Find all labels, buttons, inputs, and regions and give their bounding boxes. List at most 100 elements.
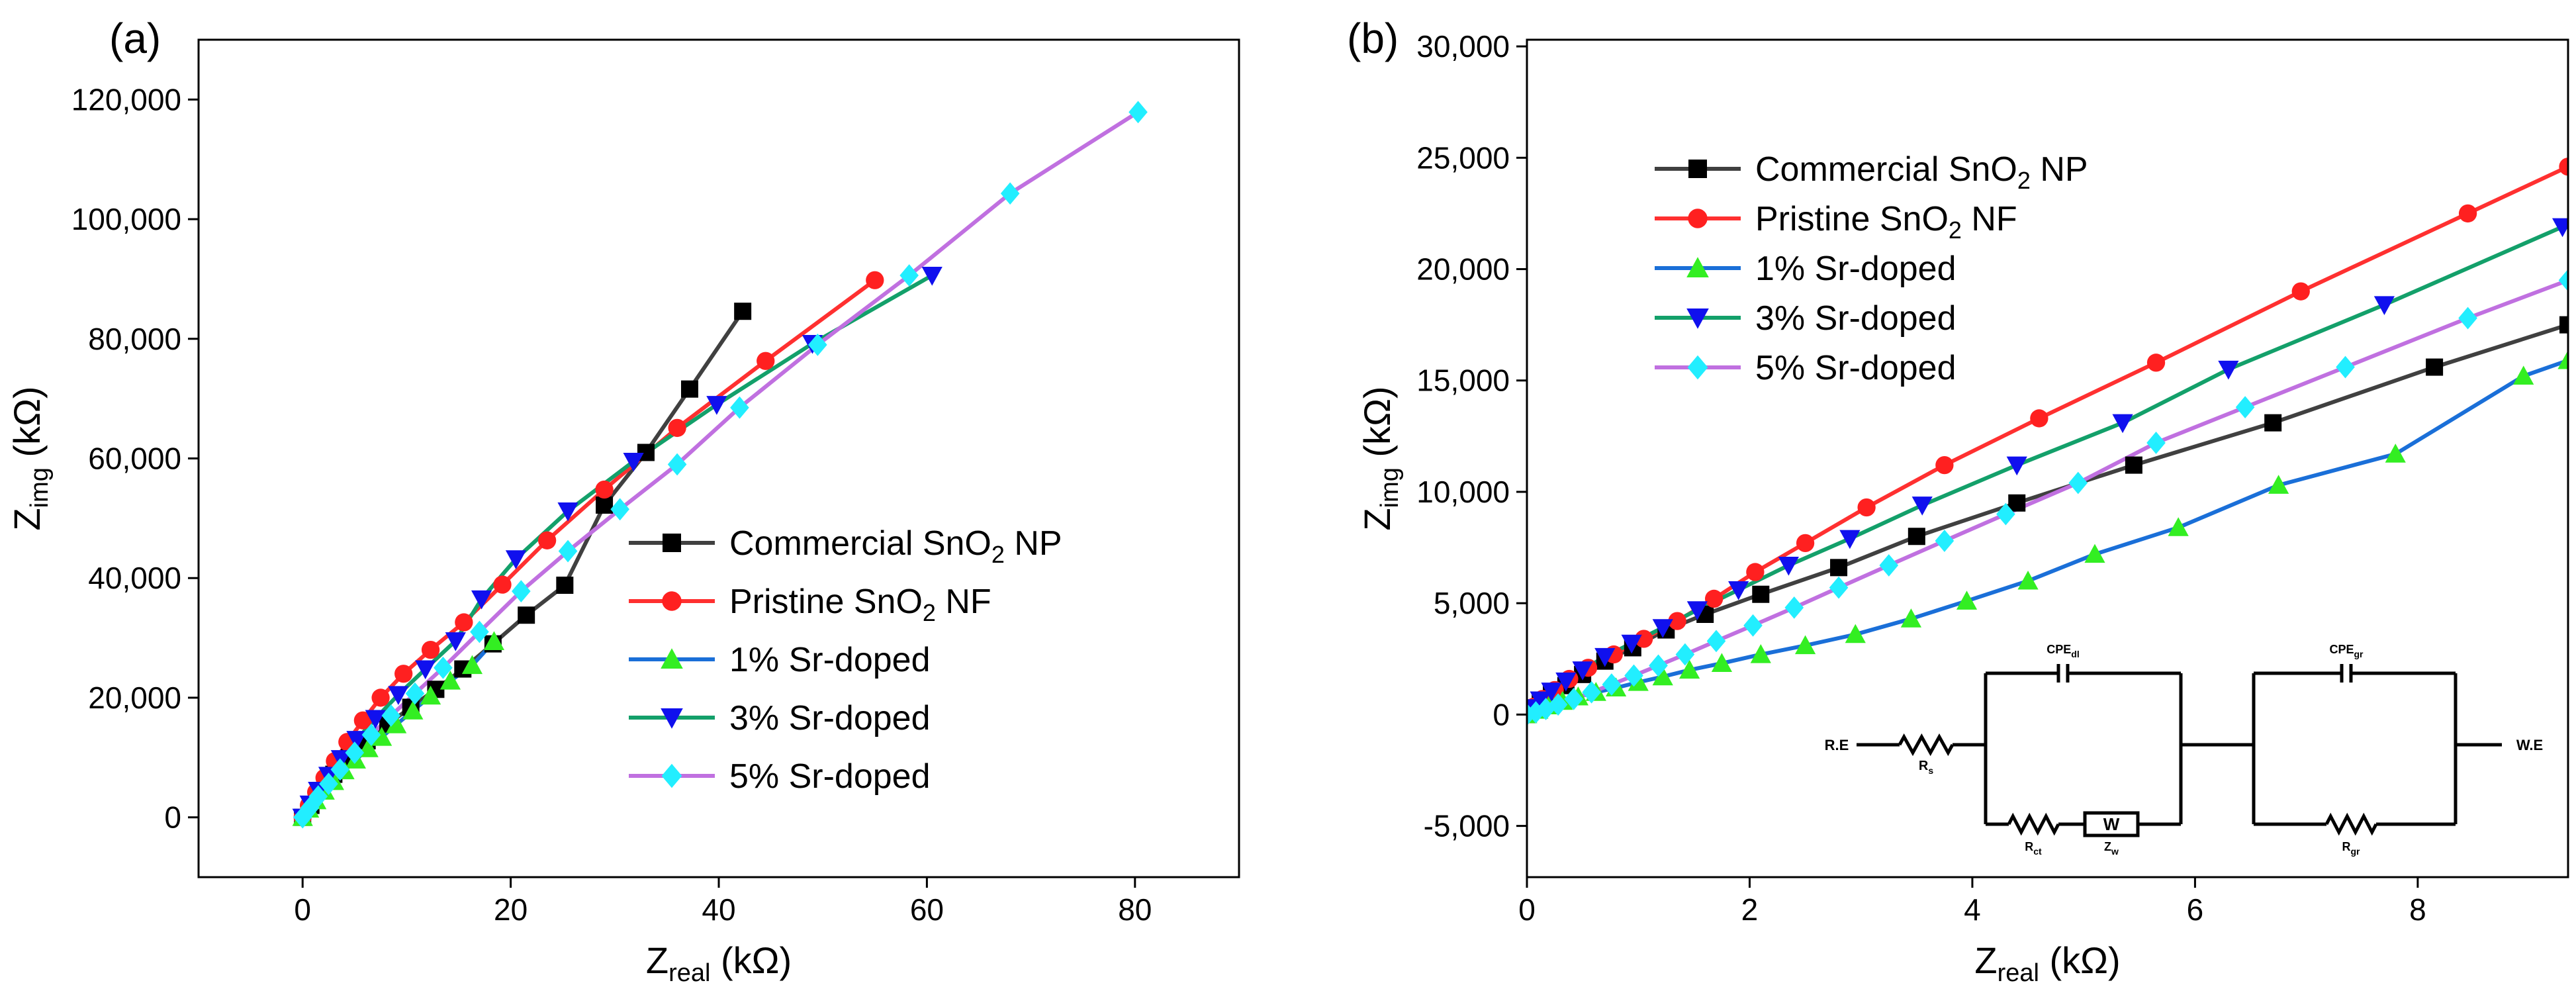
label-rgr-sub: gr <box>2351 846 2361 857</box>
data-point-4-4 <box>330 758 350 781</box>
legend-marker-4 <box>661 763 682 788</box>
data-point-4-7 <box>381 704 401 727</box>
circuit-terminal-we: W.E <box>2516 737 2543 753</box>
data-point-4-3 <box>319 773 338 795</box>
data-point-2-12 <box>1794 635 1816 655</box>
data-point-4-22 <box>2558 269 2568 292</box>
data-point-3-13 <box>1911 496 1933 516</box>
data-point-4-5 <box>345 741 365 764</box>
data-point-4-20 <box>2336 355 2355 379</box>
data-point-3-14 <box>2006 456 2027 476</box>
data-point-1-18 <box>2559 158 2568 176</box>
y-axis-label-unit: (kΩ) <box>1356 386 1398 467</box>
legend-marker-1 <box>662 591 682 611</box>
legend-label-main-0: Commercial SnO <box>729 524 991 563</box>
data-point-0-15 <box>680 380 698 398</box>
y-tick-label-0: -5,000 <box>1424 809 1510 843</box>
data-point-2-10 <box>402 700 424 720</box>
data-point-2-12 <box>439 671 461 690</box>
panel-label: (b) <box>1347 15 1399 62</box>
data-point-4-21 <box>2458 307 2477 330</box>
data-point-1-11 <box>1796 534 1815 552</box>
legend-marker-4 <box>1687 355 1708 380</box>
y-axis-label: Zimg (kΩ) <box>1356 386 1404 530</box>
data-point-4-14 <box>1879 554 1899 577</box>
data-point-2-8 <box>1652 666 1673 686</box>
data-point-2-10 <box>1711 653 1733 673</box>
data-point-0-16 <box>2426 358 2444 376</box>
data-point-1-10 <box>1746 563 1765 581</box>
legend-marker-0 <box>663 534 681 552</box>
x-tick-label-1: 20 <box>494 892 528 927</box>
x-axis-label-sub: real <box>668 959 710 987</box>
x-tick-label-4: 80 <box>1118 892 1152 927</box>
label-rct-sub: ct <box>2033 846 2042 857</box>
y-tick-label-2: 40,000 <box>88 561 181 595</box>
data-point-0-10 <box>1752 585 1770 603</box>
data-point-3-11 <box>505 550 527 569</box>
data-point-4-9 <box>434 656 453 679</box>
legend-label-main-2: 1% Sr-doped <box>729 641 931 679</box>
y-tick-label-1: 20,000 <box>88 681 181 715</box>
data-point-4-19 <box>1128 101 1148 124</box>
legend-marker-2 <box>661 648 683 669</box>
x-tick-label-0: 0 <box>1518 892 1536 927</box>
x-axis-label-unit: (kΩ) <box>710 939 792 981</box>
legend-label-tail-1: NF <box>1962 200 2017 238</box>
data-point-3-16 <box>921 267 943 286</box>
data-point-1-10 <box>455 613 473 632</box>
data-point-2-17 <box>2084 544 2105 563</box>
data-point-4-7 <box>1624 664 1643 687</box>
y-axis-label-sub: img <box>26 467 54 508</box>
data-point-4-12 <box>558 540 578 563</box>
panel-b: 0 2 4 6 8 -5,000 0 5,000 10,000 15,000 20,000 25,00… <box>1347 15 2569 987</box>
y-tick-label-4: 15,000 <box>1416 363 1510 398</box>
panel-label: (a) <box>109 15 161 62</box>
y-tick-label-3: 10,000 <box>1416 475 1510 509</box>
y-tick-label-7: 30,000 <box>1416 29 1510 64</box>
legend-marker-1 <box>1688 209 1708 228</box>
y-axis-label-main: Z <box>1356 508 1398 530</box>
warburg-symbol: W <box>2103 814 2120 834</box>
legend-label-1: Pristine SnO2 NF <box>1755 200 2017 244</box>
legend-label-main-4: 5% Sr-doped <box>729 757 931 796</box>
data-point-4-15 <box>730 396 749 419</box>
data-point-4-10 <box>1706 630 1726 653</box>
data-point-3-14 <box>706 396 727 415</box>
data-point-1-17 <box>2458 204 2477 223</box>
data-point-2-9 <box>386 714 407 733</box>
data-point-4-18 <box>2146 432 2166 454</box>
data-point-2-9 <box>1679 659 1700 679</box>
x-tick-label-4: 8 <box>2409 892 2426 927</box>
y-tick-label-4: 80,000 <box>88 322 181 356</box>
data-point-3-2 <box>1530 691 1551 711</box>
data-point-4-12 <box>1784 596 1804 619</box>
x-axis-label-sub: real <box>1998 959 2039 987</box>
data-point-3-13 <box>623 453 644 472</box>
data-point-4-4 <box>1564 687 1583 710</box>
legend-label-sub-0: 2 <box>991 541 1005 568</box>
data-point-0-11 <box>518 606 535 624</box>
data-point-1-16 <box>866 271 884 289</box>
data-point-1-13 <box>1935 455 1954 475</box>
data-point-3-5 <box>346 731 367 750</box>
resistor-rs <box>1898 733 1955 757</box>
data-point-2-8 <box>371 726 392 746</box>
data-point-4-15 <box>1935 530 1955 552</box>
data-point-4-2 <box>308 785 328 808</box>
data-point-1-15 <box>2146 354 2166 372</box>
label-cpe-dl: CPEdl <box>2047 643 2079 659</box>
legend-label-main-3: 3% Sr-doped <box>729 699 931 737</box>
data-point-1-11 <box>493 575 512 594</box>
data-point-1-9 <box>421 640 440 659</box>
legend-label-sub-1: 2 <box>923 599 936 626</box>
x-axis-label: Zreal (kΩ) <box>1974 939 2120 987</box>
data-point-0-17 <box>2559 316 2568 334</box>
data-point-4-8 <box>1649 654 1668 677</box>
data-point-4-1 <box>1527 701 1545 724</box>
legend-label-0: Commercial SnO2 NP <box>729 524 1062 568</box>
data-point-3-10 <box>1728 581 1749 600</box>
